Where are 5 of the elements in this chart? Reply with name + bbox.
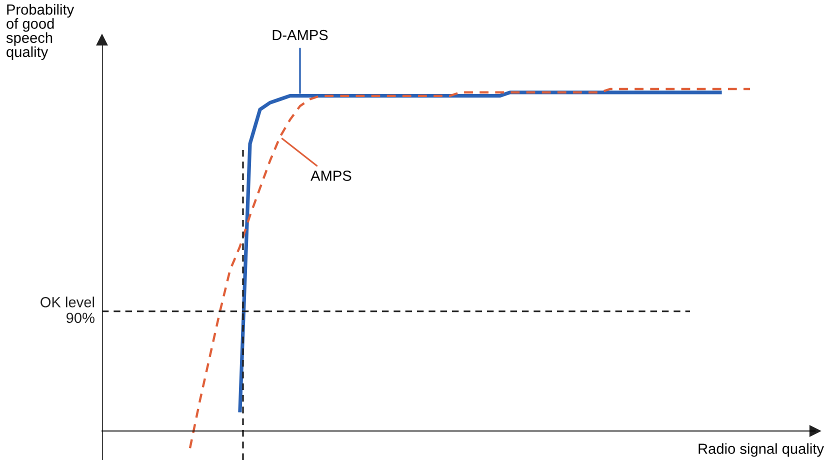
text: Probability of good speech quality: [6, 4, 74, 60]
legend-label: AMPS: [310, 170, 352, 181]
x-axis-title: Radio signal quality: [698, 443, 824, 457]
ref-line-label: OK level 90%: [40, 296, 94, 324]
text: D-AMPS: [272, 30, 328, 40]
